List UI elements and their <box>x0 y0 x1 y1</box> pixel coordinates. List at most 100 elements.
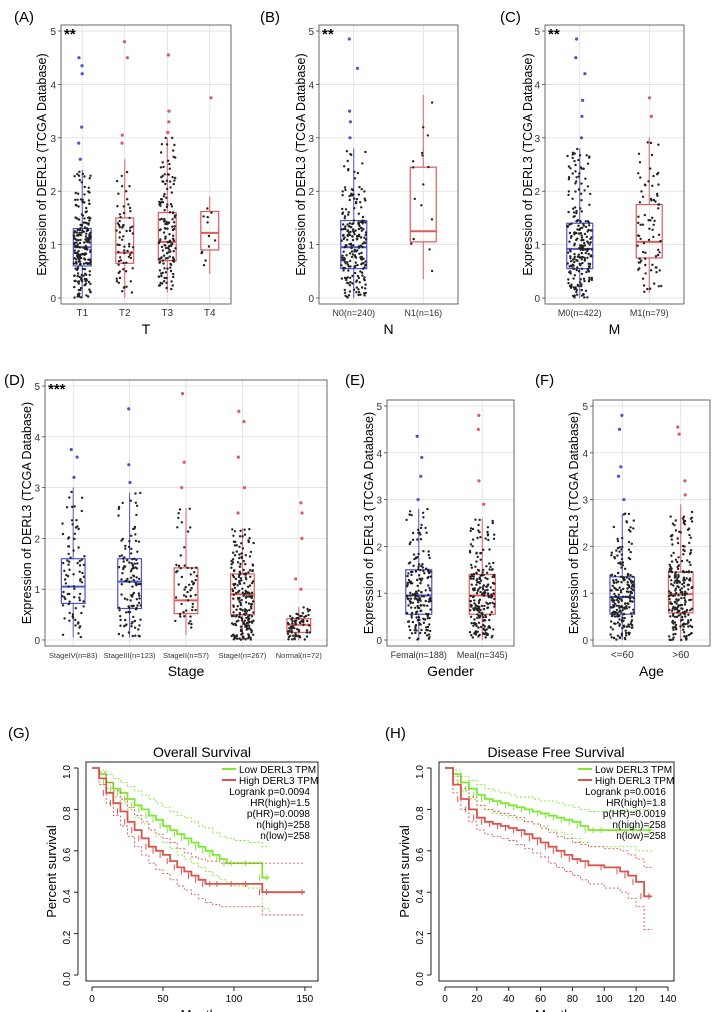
data-point <box>79 198 83 201</box>
data-point <box>116 205 119 208</box>
y-tick-label: 0.6 <box>62 847 73 861</box>
data-point <box>68 568 71 571</box>
data-point <box>184 585 187 589</box>
data-point <box>129 210 132 213</box>
data-point <box>120 174 124 178</box>
data-point <box>169 269 173 273</box>
plot-frame <box>544 24 685 305</box>
data-point <box>630 615 634 618</box>
data-point <box>74 279 77 283</box>
data-point <box>568 231 572 235</box>
data-point <box>232 633 235 636</box>
data-point <box>126 559 129 562</box>
data-point <box>288 629 291 633</box>
data-point <box>688 552 692 556</box>
y-tick-label: 3 <box>582 496 588 507</box>
data-point <box>487 538 490 542</box>
data-point <box>416 618 420 622</box>
box-0 <box>566 37 594 299</box>
data-point <box>161 282 164 285</box>
data-point <box>407 597 410 601</box>
y-tick-label: 1 <box>534 241 540 252</box>
data-point <box>359 293 362 296</box>
y-tick-label: 3 <box>534 134 540 145</box>
data-point <box>73 537 76 541</box>
data-point <box>117 566 121 569</box>
data-point <box>470 634 473 637</box>
data-point <box>119 259 123 262</box>
data-point <box>130 534 133 537</box>
data-point <box>183 546 186 549</box>
outlier-point <box>237 409 241 413</box>
data-point <box>81 229 84 232</box>
data-point <box>421 577 424 580</box>
data-point <box>159 257 162 260</box>
data-point <box>190 622 193 626</box>
data-point <box>128 245 131 248</box>
data-point <box>580 258 583 261</box>
data-point <box>613 615 617 618</box>
x-axis-label: Stage <box>168 663 205 679</box>
data-point <box>172 250 175 253</box>
box-iqr <box>157 211 177 262</box>
data-point <box>138 624 141 627</box>
data-point <box>617 600 620 603</box>
data-point <box>364 238 368 241</box>
significance-label: *** <box>48 381 66 398</box>
data-point <box>360 251 363 255</box>
data-point <box>657 207 660 210</box>
data-point <box>72 234 76 237</box>
data-point <box>244 591 248 594</box>
data-point <box>670 560 674 563</box>
data-point <box>75 262 78 265</box>
data-point <box>415 629 418 632</box>
data-point <box>345 278 348 282</box>
data-point <box>363 236 366 239</box>
data-point <box>210 211 213 214</box>
data-point <box>76 228 79 232</box>
data-point <box>127 631 131 634</box>
data-point <box>168 211 172 214</box>
data-point <box>164 246 168 250</box>
data-point <box>406 581 409 585</box>
data-point <box>204 259 207 262</box>
data-point <box>628 577 631 581</box>
data-point <box>130 547 133 551</box>
data-point <box>67 545 70 548</box>
data-point <box>118 219 121 223</box>
data-point <box>291 638 294 641</box>
data-point <box>75 204 78 207</box>
data-point <box>121 238 124 241</box>
data-point <box>87 186 91 189</box>
data-point <box>307 613 310 617</box>
data-point <box>230 614 234 618</box>
outlier-point <box>166 130 170 135</box>
data-point <box>470 622 473 625</box>
data-point <box>486 606 490 609</box>
data-point <box>624 512 627 515</box>
data-point <box>612 605 616 608</box>
data-point <box>580 288 583 292</box>
data-point <box>353 271 357 275</box>
x-tick-label: T4 <box>204 308 216 319</box>
data-point <box>131 267 134 270</box>
y-tick-label: 0.8 <box>62 806 73 820</box>
data-point <box>63 596 66 599</box>
data-point <box>351 235 354 238</box>
data-point <box>234 577 238 581</box>
data-point <box>586 256 589 259</box>
data-point <box>474 631 477 634</box>
data-point <box>250 629 253 632</box>
data-point <box>168 167 171 170</box>
data-point <box>618 597 621 600</box>
data-point <box>653 282 656 285</box>
outlier-point <box>182 460 186 464</box>
data-point <box>682 581 686 585</box>
data-point <box>76 280 80 283</box>
data-point <box>577 188 581 191</box>
data-point <box>681 607 684 610</box>
box-1 <box>117 407 143 638</box>
data-point <box>77 632 80 635</box>
data-point <box>610 589 613 592</box>
data-point <box>674 600 677 604</box>
